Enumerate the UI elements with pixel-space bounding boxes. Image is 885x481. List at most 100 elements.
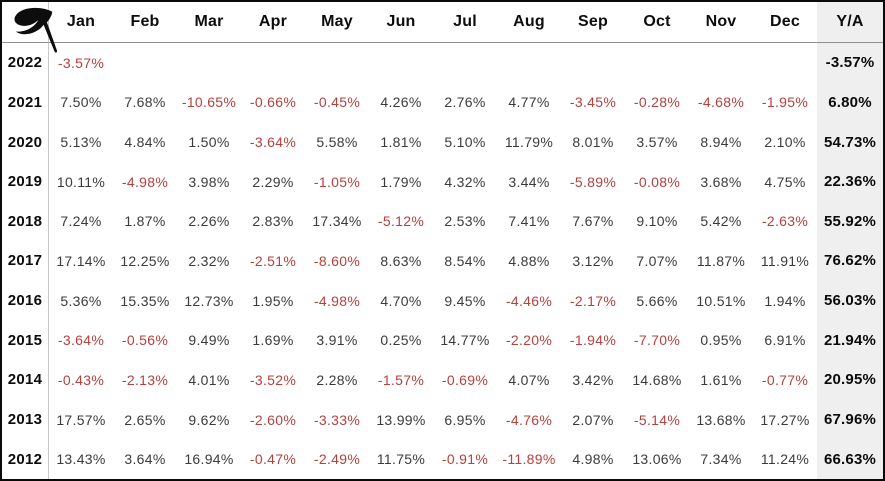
value-cell-2013-jan: 17.57% bbox=[56, 411, 106, 428]
logo-corner-cell bbox=[2, 2, 49, 43]
value-cell-2017-may: -8.60% bbox=[313, 252, 361, 269]
value-cell-2013-dec: 17.27% bbox=[760, 411, 810, 428]
value-cell-2015-feb: -0.56% bbox=[121, 332, 169, 349]
value-cell-2021-mar: -10.65% bbox=[181, 94, 237, 111]
value-cell-2013-feb: 2.65% bbox=[124, 411, 166, 428]
value-cell-2013-mar: 9.62% bbox=[188, 411, 230, 428]
value-cell-2022-jan: -3.57% bbox=[57, 54, 105, 71]
value-cell-2021-may: -0.45% bbox=[313, 94, 361, 111]
value-cell-2015-oct: -7.70% bbox=[633, 332, 681, 349]
value-cell-2014-jan: -0.43% bbox=[57, 371, 105, 388]
value-cell-2015-dec: 6.91% bbox=[764, 332, 806, 349]
value-cell-2020-mar: 1.50% bbox=[188, 134, 230, 151]
value-cell-2020-dec: 2.10% bbox=[764, 134, 806, 151]
value-cell-2017-apr: -2.51% bbox=[249, 252, 297, 269]
year-label-2014: 2014 bbox=[2, 360, 49, 400]
year-label-2020: 2020 bbox=[2, 122, 49, 162]
value-cell-2020-jul: 5.10% bbox=[444, 134, 486, 151]
month-header-mar: Mar bbox=[177, 2, 241, 43]
value-cell-2015-mar: 9.49% bbox=[188, 332, 230, 349]
value-cell-2017-mar: 2.32% bbox=[188, 252, 230, 269]
value-cell-2020-nov: 8.94% bbox=[700, 134, 742, 151]
value-cell-2015-apr: 1.69% bbox=[252, 332, 294, 349]
value-cell-2018-apr: 2.83% bbox=[252, 213, 294, 230]
value-cell-2020-feb: 4.84% bbox=[124, 134, 166, 151]
value-cell-2022-oct bbox=[625, 43, 689, 83]
value-cell-2022-jun bbox=[369, 43, 433, 83]
value-cell-2017-jan: 17.14% bbox=[56, 252, 106, 269]
value-cell-2019-jul: 4.32% bbox=[444, 173, 486, 190]
month-header-aug: Aug bbox=[497, 2, 561, 43]
value-cell-2015-jan: -3.64% bbox=[57, 332, 105, 349]
value-cell-2018-nov: 5.42% bbox=[700, 213, 742, 230]
value-cell-2016-jul: 9.45% bbox=[444, 292, 486, 309]
value-cell-2019-mar: 3.98% bbox=[188, 173, 230, 190]
value-cell-2016-sep: -2.17% bbox=[569, 292, 617, 309]
value-cell-2021-oct: -0.28% bbox=[633, 94, 681, 111]
value-cell-2020-may: 5.58% bbox=[316, 134, 358, 151]
value-cell-2019-jun: 1.79% bbox=[380, 173, 422, 190]
value-cell-2021-aug: 4.77% bbox=[508, 94, 550, 111]
value-cell-2022-jul bbox=[433, 43, 497, 83]
value-cell-2013-may: -3.33% bbox=[313, 411, 361, 428]
value-cell-2016-feb: 15.35% bbox=[120, 292, 170, 309]
value-cell-2012-dec: 11.24% bbox=[760, 451, 810, 468]
month-header-nov: Nov bbox=[689, 2, 753, 43]
value-cell-2017-oct: 7.07% bbox=[636, 252, 678, 269]
value-cell-2016-jan: 5.36% bbox=[60, 292, 102, 309]
value-cell-2016-oct: 5.66% bbox=[636, 292, 678, 309]
year-label-2016: 2016 bbox=[2, 280, 49, 321]
ya-value-2020: 54.73% bbox=[817, 122, 883, 162]
value-cell-2021-jun: 4.26% bbox=[380, 94, 422, 111]
value-cell-2022-dec bbox=[753, 43, 817, 83]
value-cell-2012-jul: -0.91% bbox=[441, 451, 489, 468]
value-cell-2021-dec: -1.95% bbox=[761, 94, 809, 111]
value-cell-2012-jan: 13.43% bbox=[56, 451, 106, 468]
value-cell-2013-nov: 13.68% bbox=[696, 411, 746, 428]
value-cell-2016-mar: 12.73% bbox=[184, 292, 234, 309]
value-cell-2020-jun: 1.81% bbox=[380, 134, 422, 151]
value-cell-2022-apr bbox=[241, 43, 305, 83]
value-cell-2018-oct: 9.10% bbox=[636, 213, 678, 230]
value-cell-2017-feb: 12.25% bbox=[120, 252, 170, 269]
value-cell-2019-feb: -4.98% bbox=[121, 173, 169, 190]
month-header-dec: Dec bbox=[753, 2, 817, 43]
ya-value-2012: 66.63% bbox=[817, 439, 883, 479]
value-cell-2017-sep: 3.12% bbox=[572, 252, 614, 269]
ya-value-2019: 22.36% bbox=[817, 161, 883, 202]
value-cell-2022-sep bbox=[561, 43, 625, 83]
ya-value-2014: 20.95% bbox=[817, 360, 883, 400]
value-cell-2014-jul: -0.69% bbox=[441, 371, 489, 388]
value-cell-2021-apr: -0.66% bbox=[249, 94, 297, 111]
value-cell-2016-may: -4.98% bbox=[313, 292, 361, 309]
value-cell-2014-nov: 1.61% bbox=[700, 371, 742, 388]
month-header-oct: Oct bbox=[625, 2, 689, 43]
ya-value-2022: -3.57% bbox=[817, 43, 883, 83]
value-cell-2019-nov: 3.68% bbox=[700, 173, 742, 190]
value-cell-2017-aug: 4.88% bbox=[508, 252, 550, 269]
month-header-apr: Apr bbox=[241, 2, 305, 43]
value-cell-2019-apr: 2.29% bbox=[252, 173, 294, 190]
value-cell-2022-nov bbox=[689, 43, 753, 83]
value-cell-2012-mar: 16.94% bbox=[184, 451, 234, 468]
value-cell-2015-may: 3.91% bbox=[316, 332, 358, 349]
value-cell-2018-jan: 7.24% bbox=[60, 213, 102, 230]
ya-value-2015: 21.94% bbox=[817, 320, 883, 361]
value-cell-2013-jul: 6.95% bbox=[444, 411, 486, 428]
month-header-jul: Jul bbox=[433, 2, 497, 43]
value-cell-2018-jul: 2.53% bbox=[444, 213, 486, 230]
value-cell-2019-dec: 4.75% bbox=[764, 173, 806, 190]
value-cell-2012-oct: 13.06% bbox=[632, 451, 682, 468]
value-cell-2012-nov: 7.34% bbox=[700, 451, 742, 468]
value-cell-2019-jan: 10.11% bbox=[56, 173, 106, 190]
ya-value-2013: 67.96% bbox=[817, 399, 883, 440]
value-cell-2020-apr: -3.64% bbox=[249, 134, 297, 151]
value-cell-2013-aug: -4.76% bbox=[505, 411, 553, 428]
value-cell-2014-oct: 14.68% bbox=[632, 371, 682, 388]
value-cell-2015-jul: 14.77% bbox=[440, 332, 490, 349]
year-label-2013: 2013 bbox=[2, 399, 49, 440]
month-header-jan: Jan bbox=[49, 2, 113, 43]
year-label-2012: 2012 bbox=[2, 439, 49, 479]
